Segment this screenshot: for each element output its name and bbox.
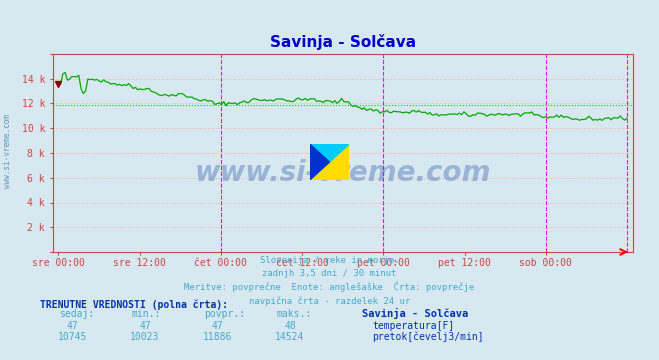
- Text: 14524: 14524: [275, 332, 304, 342]
- Text: sedaj:: sedaj:: [59, 309, 94, 319]
- Text: maks.:: maks.:: [277, 309, 312, 319]
- Polygon shape: [310, 144, 349, 180]
- Text: Slovenija / reke in morje.: Slovenija / reke in morje.: [260, 256, 399, 265]
- Polygon shape: [310, 144, 349, 180]
- Text: Savinja - Solčava: Savinja - Solčava: [362, 308, 469, 319]
- Title: Savinja - Solčava: Savinja - Solčava: [270, 34, 416, 50]
- Text: povpr.:: povpr.:: [204, 309, 245, 319]
- Text: 10023: 10023: [130, 332, 159, 342]
- Text: temperatura[F]: temperatura[F]: [372, 321, 455, 332]
- Text: 48: 48: [284, 321, 296, 332]
- Text: zadnjh 3,5 dni / 30 minut: zadnjh 3,5 dni / 30 minut: [262, 270, 397, 279]
- Text: 47: 47: [139, 321, 151, 332]
- Text: 11886: 11886: [203, 332, 232, 342]
- Text: min.:: min.:: [132, 309, 161, 319]
- Text: Meritve: povprečne  Enote: anglešaške  Črta: povprečje: Meritve: povprečne Enote: anglešaške Črt…: [185, 282, 474, 292]
- Text: 47: 47: [212, 321, 223, 332]
- Text: www.si-vreme.com: www.si-vreme.com: [3, 114, 13, 188]
- Text: pretok[čevelj3/min]: pretok[čevelj3/min]: [372, 332, 484, 342]
- Text: navpična črta - razdelek 24 ur: navpična črta - razdelek 24 ur: [249, 296, 410, 306]
- Text: 47: 47: [67, 321, 78, 332]
- Text: www.si-vreme.com: www.si-vreme.com: [194, 159, 491, 187]
- Text: TRENUTNE VREDNOSTI (polna črta):: TRENUTNE VREDNOSTI (polna črta):: [40, 299, 227, 310]
- Polygon shape: [310, 144, 330, 180]
- Text: 10745: 10745: [58, 332, 87, 342]
